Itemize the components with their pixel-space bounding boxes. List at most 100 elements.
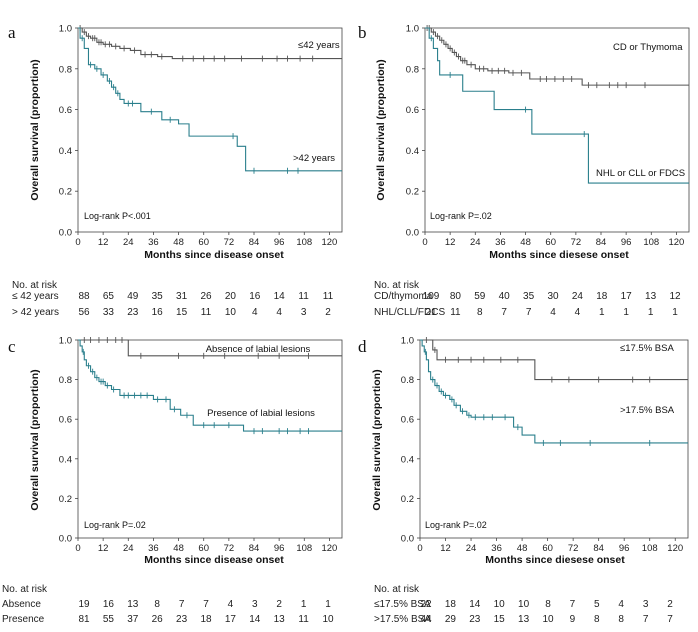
x-axis-label: Months since disease onset	[144, 554, 284, 566]
risk-value: 16	[152, 307, 164, 318]
risk-value: 7	[203, 599, 209, 610]
x-tick-label: 24	[123, 543, 134, 554]
risk-value: 109	[423, 291, 440, 302]
risk-value: 26	[152, 614, 164, 625]
x-tick-label: 0	[75, 543, 80, 554]
curve-label-2: Presence of labial lesions	[207, 408, 315, 419]
x-tick-label: 12	[98, 237, 109, 248]
y-tick-label: 0.6	[59, 105, 72, 116]
risk-value: 7	[179, 599, 185, 610]
risk-value: 4	[618, 599, 624, 610]
risk-value: 65	[103, 291, 115, 302]
y-tick-label: 0.4	[59, 146, 72, 157]
risk-value: 7	[570, 599, 576, 610]
risk-value: 8	[477, 307, 483, 318]
risk-value: 1	[599, 307, 605, 318]
risk-value: 35	[523, 291, 535, 302]
x-tick-label: 0	[75, 237, 80, 248]
risk-value: 7	[667, 614, 673, 625]
risk-value: 14	[274, 291, 286, 302]
y-axis-label: Overall survival (proportion)	[371, 369, 383, 510]
km-panel-b: b0.00.20.40.60.81.00 12 24 36 48 60 72 84 96 108 1…	[358, 23, 690, 318]
risk-value: 1	[623, 307, 629, 318]
panel-letter: d	[358, 337, 367, 356]
risk-value: 24	[572, 291, 584, 302]
y-tick-label: 0.8	[59, 64, 72, 75]
survival-curve-2	[425, 27, 689, 184]
risk-value: 40	[499, 291, 511, 302]
logrank-annotation: Log-rank P=.02	[425, 520, 487, 530]
risk-value: 18	[596, 291, 608, 302]
logrank-annotation: Log-rank P=.02	[430, 211, 492, 221]
x-tick-label: 36	[495, 237, 506, 248]
risk-row-label: Absence	[2, 599, 41, 610]
y-tick-label: 0.2	[401, 494, 414, 505]
y-tick-label: 0.4	[406, 146, 419, 157]
curve-label-2: NHL or CLL or FDCS	[596, 168, 685, 179]
x-tick-label: 120	[668, 237, 684, 248]
plot-frame	[419, 339, 689, 539]
curve-label-1: Absence of labial lesions	[206, 344, 311, 355]
risk-value: 29	[445, 614, 457, 625]
x-tick-label: 36	[148, 543, 159, 554]
risk-row-label: Presence	[2, 614, 45, 625]
risk-value: 16	[103, 599, 115, 610]
y-tick-label: 1.0	[406, 24, 419, 35]
y-tick-label: 1.0	[59, 336, 72, 347]
risk-value: 30	[547, 291, 559, 302]
y-axis-label: Overall survival (proportion)	[29, 369, 41, 510]
risk-value: 33	[103, 307, 115, 318]
panel-letter: b	[358, 23, 367, 42]
risk-value: 4	[575, 307, 581, 318]
risk-value: 19	[78, 599, 90, 610]
risk-value: 2	[325, 307, 331, 318]
x-tick-label: 24	[123, 237, 134, 248]
y-tick-label: 0.8	[406, 64, 419, 75]
risk-value: 21	[425, 307, 437, 318]
survival-curve-1	[420, 339, 688, 381]
risk-value: 11	[298, 291, 309, 302]
risk-value: 80	[450, 291, 462, 302]
risk-value: 1	[325, 599, 331, 610]
risk-value: 2	[667, 599, 673, 610]
risk-value: 16	[249, 291, 261, 302]
x-tick-label: 72	[571, 237, 582, 248]
risk-value: 8	[594, 614, 600, 625]
risk-value: 23	[127, 307, 139, 318]
x-tick-label: 108	[643, 237, 659, 248]
logrank-annotation: Log-rank P<.001	[84, 211, 151, 221]
curve-label-1: ≤17.5% BSA	[620, 343, 674, 354]
panel-letter: c	[8, 337, 16, 356]
x-tick-label: 84	[249, 543, 260, 554]
survival-curve-2	[78, 339, 342, 432]
risk-value: 13	[127, 599, 139, 610]
x-tick-label: 48	[173, 237, 184, 248]
risk-value: 15	[176, 307, 188, 318]
risk-value: 22	[420, 599, 432, 610]
y-tick-label: 0.2	[59, 187, 72, 198]
plot-frame	[424, 27, 690, 233]
curve-label-1: CD or Thymoma	[613, 42, 683, 53]
y-tick-label: 0.6	[59, 415, 72, 426]
risk-value: 88	[78, 291, 90, 302]
risk-value: 11	[450, 307, 461, 318]
km-panel-c: c0.00.20.40.60.81.00 12 24 36 48 60 72 84 96 108 1…	[2, 336, 343, 625]
x-tick-label: 36	[491, 543, 502, 554]
y-tick-label: 0.0	[401, 534, 414, 545]
risk-value: 13	[518, 614, 530, 625]
survival-curve-2	[420, 339, 688, 444]
y-tick-label: 0.2	[59, 494, 72, 505]
risk-value: 59	[474, 291, 486, 302]
risk-value: 12	[669, 291, 681, 302]
plot-frame	[77, 27, 343, 233]
risk-table-title: No. at risk	[374, 280, 420, 291]
risk-value: 14	[469, 599, 481, 610]
survival-curve-1	[78, 27, 342, 60]
plot-frame	[77, 339, 343, 539]
curve-label-2: >17.5% BSA	[620, 405, 675, 416]
survival-curve-1	[78, 339, 342, 357]
x-tick-label: 96	[274, 543, 285, 554]
curve-label-1: ≤42 years	[298, 40, 340, 51]
risk-row-label: CD/thymoma	[374, 291, 433, 302]
